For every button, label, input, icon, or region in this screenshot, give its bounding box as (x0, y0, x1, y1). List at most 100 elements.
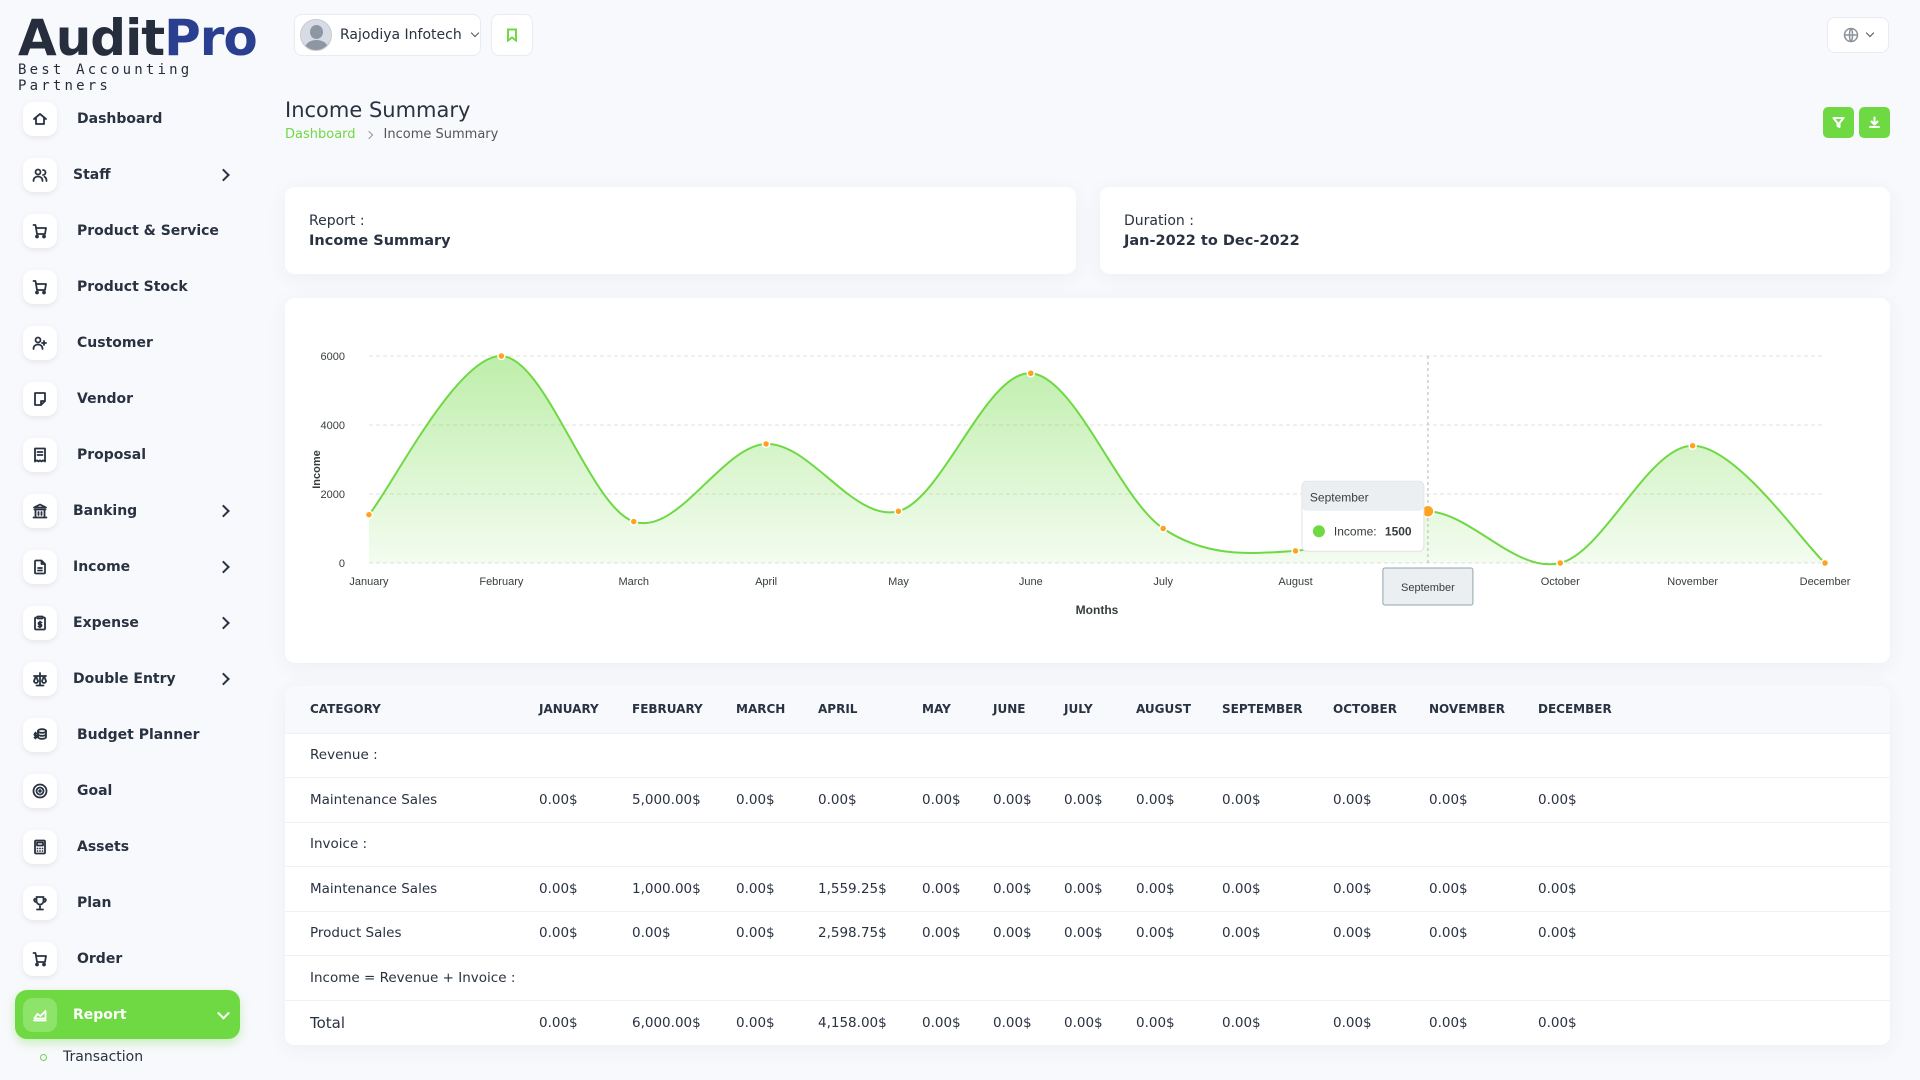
sidebar-item-proposal[interactable]: Proposal (15, 430, 240, 479)
user-name: Rajodiya Infotech (340, 27, 462, 43)
table-cell: 0.00$ (1136, 999, 1222, 1045)
tooltip-series-label: Income: (1334, 524, 1377, 538)
bookmark-button[interactable] (491, 14, 533, 56)
sidebar-item-label: Expense (73, 614, 139, 631)
shopping-cart-icon (23, 941, 57, 976)
sidebar-item-label: Report (73, 1006, 127, 1023)
table-cell: 0.00$ (1064, 777, 1136, 822)
sidebar-item-report[interactable]: Report (15, 990, 240, 1039)
table-cell: 0.00$ (736, 777, 818, 822)
logo[interactable]: AuditPro Best Accounting Partners (18, 12, 258, 94)
sidebar-item-expense[interactable]: Expense (15, 598, 240, 647)
table-cell: 0.00$ (922, 777, 993, 822)
table-cell: 0.00$ (922, 910, 993, 956)
table-cell: 0.00$ (1538, 999, 1890, 1045)
shopping-cart-icon (23, 269, 57, 304)
sidebar-item-label: Product Stock (77, 278, 188, 295)
sidebar-item-label: Budget Planner (77, 726, 200, 743)
language-button[interactable] (1827, 17, 1889, 53)
shopping-cart-icon (23, 213, 57, 248)
sidebar-item-banking[interactable]: Banking (15, 486, 240, 535)
user-menu-button[interactable]: Rajodiya Infotech (294, 14, 481, 56)
income-chart-card: 0 2000 4000 6000 January February March April Ma… (285, 298, 1890, 663)
table-body: Revenue : Maintenance Sales 0.00$ 5,000.00$… (285, 732, 1890, 1045)
download-button[interactable] (1859, 107, 1890, 138)
sidebar-item-customer[interactable]: Customer (15, 318, 240, 367)
chevron-right-icon (217, 672, 230, 685)
section-label: Income = Revenue + Invoice : (285, 955, 1890, 1000)
table-section-row: Income = Revenue + Invoice : (285, 955, 1890, 1000)
sidebar-item-goal[interactable]: Goal (15, 766, 240, 815)
sidebar-item-dashboard[interactable]: Dashboard (15, 94, 240, 143)
table-cell: 0.00$ (1333, 777, 1429, 822)
sidebar-item-assets[interactable]: Assets (15, 822, 240, 871)
globe-icon (1843, 27, 1859, 43)
data-point (1158, 524, 1168, 533)
chevron-right-icon (217, 560, 230, 573)
duration-label: Duration : (1124, 213, 1194, 229)
bullet-icon (40, 1053, 47, 1061)
bookmark-icon (507, 28, 517, 42)
table-row: Maintenance Sales 0.00$ 5,000.00$ 0.00$ 0.00… (285, 777, 1890, 822)
tooltip-value: 1500 (1385, 524, 1412, 538)
data-point (1291, 546, 1300, 556)
chevron-down-icon (470, 28, 479, 38)
sidebar-item-vendor[interactable]: Vendor (15, 374, 240, 423)
x-tick-label: January (349, 576, 389, 588)
x-tick-label: November (1667, 576, 1718, 588)
breadcrumb-current: Income Summary (383, 127, 499, 142)
income-chart: 0 2000 4000 6000 January February March April Ma… (311, 351, 1851, 617)
table-cell: 0.00$ (736, 910, 818, 956)
income-line (368, 354, 1826, 566)
table-cell: 0.00$ (1538, 910, 1890, 956)
sidebar-item-label: Customer (77, 334, 153, 351)
x-crosshair-label-box (1382, 567, 1474, 606)
sidebar-item-staff[interactable]: Staff (15, 150, 240, 199)
y-axis-title: Income (311, 450, 323, 489)
sidebar-nav: Dashboard Staff Product & Service Product S… (15, 94, 240, 1072)
sidebar-item-order[interactable]: Order (15, 934, 240, 983)
x-tick-label: February (479, 576, 524, 588)
receipt-icon (23, 437, 57, 472)
table-cell: 0.00$ (922, 999, 993, 1045)
tooltip-header (1302, 481, 1424, 511)
breadcrumb: Dashboard Income Summary (285, 127, 498, 142)
table-cell: 0.00$ (922, 866, 993, 911)
file-invoice-icon (23, 549, 57, 584)
sidebar-subitem-transaction[interactable]: Transaction (15, 1042, 240, 1072)
column-header-april: APRIL (818, 702, 858, 717)
sidebar-item-budget-planner[interactable]: Budget Planner (15, 710, 240, 759)
report-money-icon (23, 605, 57, 640)
table-cell: 0.00$ (1538, 866, 1890, 911)
x-tick-label: October (1541, 576, 1580, 588)
y-tick-label: 6000 (321, 351, 345, 363)
row-label: Total (285, 999, 539, 1045)
column-header-january: JANUARY (539, 702, 599, 717)
users-icon (23, 157, 57, 192)
y-tick-label: 2000 (321, 489, 345, 501)
table-cell: 0.00$ (993, 866, 1064, 911)
table-cell: 0.00$ (539, 866, 632, 911)
column-header-november: NOVEMBER (1429, 702, 1505, 717)
filter-button[interactable] (1823, 107, 1854, 138)
sidebar-item-double-entry[interactable]: Double Entry (15, 654, 240, 703)
y-tick-label: 4000 (321, 420, 345, 432)
table-cell: 0.00$ (1333, 910, 1429, 956)
sidebar-item-label: Order (77, 950, 123, 967)
sidebar-item-product-stock[interactable]: Product Stock (15, 262, 240, 311)
x-crosshair-label: September (1401, 582, 1455, 594)
sidebar-item-plan[interactable]: Plan (15, 878, 240, 927)
sidebar-item-income[interactable]: Income (15, 542, 240, 591)
column-header-september: SEPTEMBER (1222, 702, 1303, 717)
tooltip-title: September (1310, 490, 1369, 504)
sidebar-item-product-service[interactable]: Product & Service (15, 206, 240, 255)
businessplan-icon (23, 717, 57, 752)
sidebar-item-label: Vendor (77, 390, 134, 407)
table-cell: 6,000.00$ (632, 999, 736, 1045)
table-cell: 1,000.00$ (632, 866, 736, 911)
section-label: Invoice : (285, 821, 1890, 867)
breadcrumb-dashboard-link[interactable]: Dashboard (285, 127, 356, 142)
section-label: Revenue : (285, 732, 1890, 778)
report-card: Report : Income Summary (285, 187, 1076, 274)
table-cell: 0.00$ (1136, 910, 1222, 956)
